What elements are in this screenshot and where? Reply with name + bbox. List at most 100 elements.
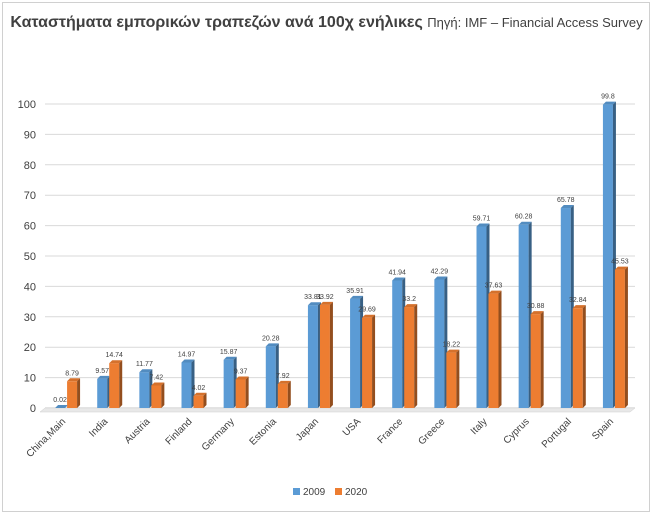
data-label: 33.92 [316,294,334,301]
y-tick-label: 70 [24,190,36,202]
bar-top-face [307,302,321,306]
bar [530,314,541,408]
category-label: Austria [123,416,153,446]
data-label: 30.88 [527,303,545,310]
bar [67,381,78,408]
data-label: 9.37 [234,369,248,376]
bar-side-face [329,301,333,408]
chart-title-block: Καταστήματα εμπορικών τραπεζών ανά 100χ … [0,12,653,34]
category-label: Portugal [540,416,574,450]
bar-top-face [602,101,616,105]
bar-top-face [109,360,123,364]
bar [434,279,445,408]
bar-side-face [456,349,460,408]
legend-label: 2020 [345,487,368,498]
bar-top-face [235,376,249,380]
bar-top-face [319,301,333,305]
data-label: 4.02 [192,385,206,392]
bar-side-face [372,314,376,408]
bar-top-face [151,382,165,386]
bar-top-face [530,311,544,315]
bar [476,226,487,408]
category-label: Spain [590,416,616,442]
data-label: 8.79 [65,370,79,377]
y-tick-label: 90 [24,129,36,141]
data-label: 0.02 [53,397,67,404]
category-label: China,Main [25,416,69,460]
bar-top-face [392,277,406,281]
bar [97,378,108,408]
bar-top-face [434,276,448,280]
bar [307,305,318,408]
bar-side-face [119,360,123,408]
bar-top-face [362,314,376,318]
category-label: France [376,416,406,446]
bar-top-face [55,404,69,408]
bar-side-face [245,376,249,408]
y-tick-label: 10 [24,373,36,385]
bar [602,104,613,408]
data-label: 65.78 [557,197,575,204]
chart-floor [39,407,636,413]
bar-top-face [67,378,81,382]
bar [181,362,192,408]
bar-top-face [97,375,111,379]
bar [560,208,571,408]
bar-side-face [161,382,165,408]
data-label: 7.42 [150,374,164,381]
category-label: Germany [200,416,237,453]
y-tick-label: 50 [24,251,36,263]
bar-top-face [139,369,153,373]
bar [518,224,529,408]
data-label: 14.97 [178,351,196,358]
data-label: 14.74 [105,352,123,359]
bar-side-face [540,311,544,408]
bar-top-face [446,349,460,353]
data-label: 7.92 [276,373,290,380]
bar [350,298,361,408]
category-label: Estonia [248,416,280,448]
bar [488,293,499,408]
legend-label: 2009 [303,487,326,498]
legend-swatch [335,488,342,495]
data-label: 11.77 [136,361,153,368]
data-label: 35.91 [346,288,364,295]
bar-top-face [265,343,279,347]
category-label: Finland [164,416,195,447]
bar [139,372,150,408]
data-label: 20.28 [262,335,280,342]
data-label: 33.2 [402,296,416,303]
bar [319,304,330,408]
bar-side-face [287,380,291,408]
bar-top-face [614,266,628,270]
bar [265,346,276,408]
data-label: 32.84 [569,297,587,304]
y-tick-label: 0 [30,403,36,415]
bar-side-face [498,290,502,408]
chart-subtitle: Πηγή: IMF – Financial Access Survey [427,15,643,30]
bar-top-face [560,205,574,209]
bar-top-face [518,221,532,225]
category-label: USA [341,416,364,439]
bar-top-face [181,359,195,363]
category-label: Japan [294,416,321,443]
bar [362,317,373,408]
bar-side-face [77,378,81,408]
data-label: 59.71 [473,215,491,222]
y-tick-label: 60 [24,221,36,233]
bar-top-face [488,290,502,294]
bar-side-face [203,392,207,408]
bar [614,269,625,408]
chart-title: Καταστήματα εμπορικών τραπεζών ανά 100χ … [10,14,423,31]
category-label: Italy [469,416,490,437]
category-label: Cyprus [502,416,532,446]
bar [392,280,403,408]
data-label: 99.8 [601,94,615,101]
bar [446,352,457,408]
y-tick-label: 40 [24,281,36,293]
bar [193,395,204,408]
data-label: 29.69 [358,307,376,314]
bar [235,379,246,408]
y-tick-label: 80 [24,160,36,172]
